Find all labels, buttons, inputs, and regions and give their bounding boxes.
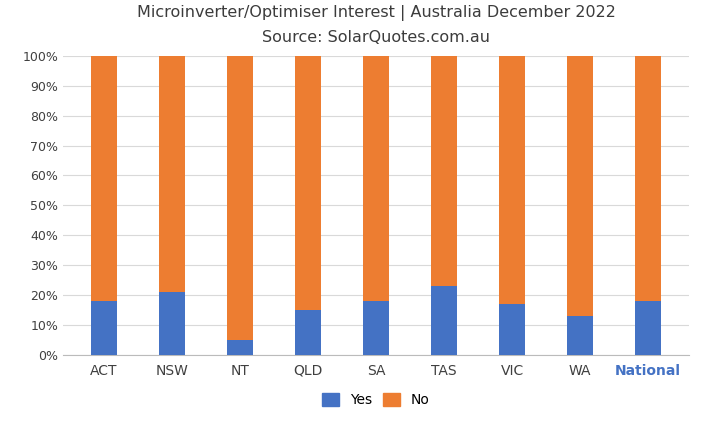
Bar (159, 292, 185, 355)
Bar (363, 56, 389, 301)
Bar (363, 301, 389, 355)
Bar (431, 56, 457, 286)
Bar (567, 316, 593, 355)
Bar (636, 56, 661, 301)
Bar (295, 310, 321, 355)
Bar (295, 56, 321, 310)
Bar (499, 56, 525, 304)
Bar (227, 340, 253, 355)
Bar (499, 304, 525, 355)
Title: Microinverter/Optimiser Interest | Australia December 2022
Source: SolarQuotes.c: Microinverter/Optimiser Interest | Austr… (136, 6, 616, 45)
Bar (636, 301, 661, 355)
Legend: Yes, No: Yes, No (316, 386, 437, 414)
Bar (159, 56, 185, 292)
Bar (567, 56, 593, 316)
Bar (431, 286, 457, 355)
Bar (227, 56, 253, 340)
Bar (91, 56, 117, 301)
Bar (91, 301, 117, 355)
